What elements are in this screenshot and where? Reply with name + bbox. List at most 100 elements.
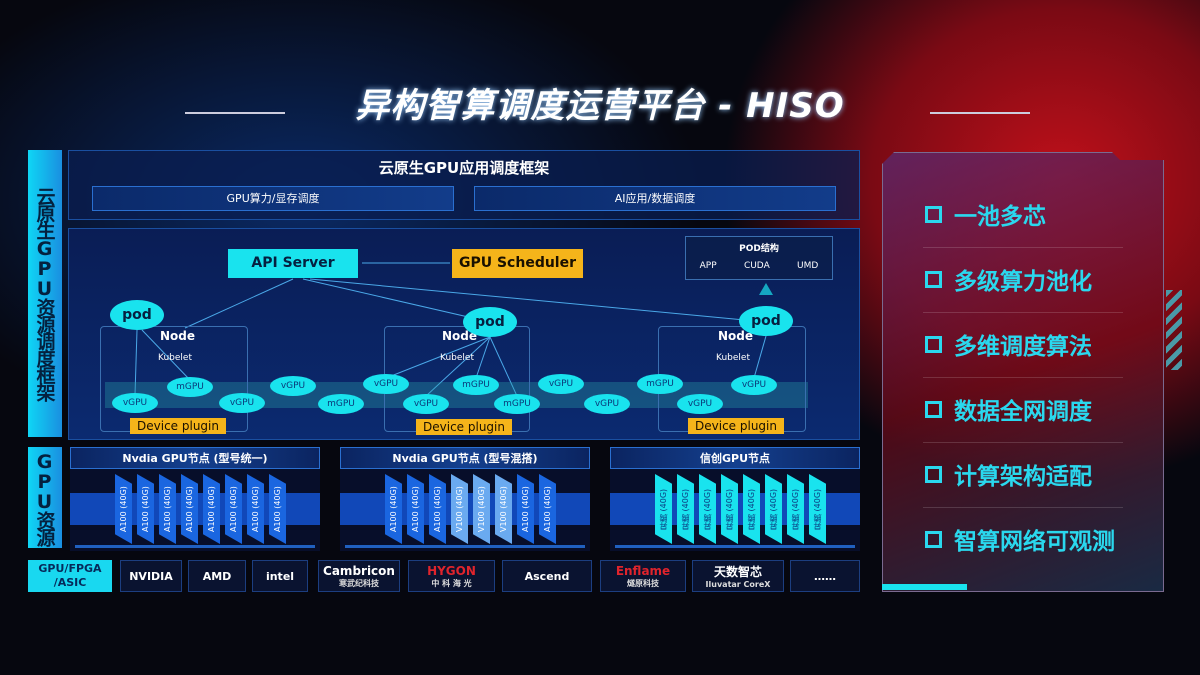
gpu-chip: A100 (40G): [247, 474, 264, 544]
vendor-label: GPU/FPGA /ASIC: [28, 560, 112, 592]
feature-divider: [923, 247, 1123, 248]
gpu-chip: 昇腾 (40G): [721, 474, 738, 544]
vendor-name: NVIDIA: [129, 569, 173, 583]
vendor-logo: intel: [252, 560, 308, 592]
checkbox-icon: [925, 205, 942, 223]
title-line-left: [185, 112, 285, 114]
gpu-chip: A100 (40G): [385, 474, 402, 544]
vendor-logo: 天数智芯 Iluvatar CoreX: [692, 560, 784, 592]
gpu-chip: 昇腾 (40G): [765, 474, 782, 544]
gpu-chip: 昇腾 (40G): [787, 474, 804, 544]
feature-label: 一池多芯: [954, 204, 1046, 230]
feature-label: 数据全网调度: [954, 399, 1092, 425]
vendor-name: Enflame: [615, 563, 671, 578]
feature-item: 智算网络可观测: [925, 522, 1115, 556]
gpu-node-title: 信创GPU节点: [610, 447, 860, 469]
feature-label: 智算网络可观测: [954, 529, 1115, 555]
device-plugin-3: Device plugin: [688, 418, 784, 434]
vgpu-unit: vGPU: [731, 375, 777, 395]
gpu-scheduler: GPU Scheduler: [452, 249, 583, 278]
feature-label: 计算架构适配: [954, 464, 1092, 490]
vgpu-unit: vGPU: [677, 394, 723, 414]
framework-side-label: 云原生GPU资源调度框架: [28, 150, 62, 437]
gpu-chip: 昇腾 (40G): [809, 474, 826, 544]
gpu-chip: 昇腾 (40G): [699, 474, 716, 544]
vendor-logo: AMD: [188, 560, 246, 592]
vgpu-unit: vGPU: [219, 393, 265, 413]
vgpu-unit: vGPU: [403, 394, 449, 414]
feature-item: 一池多芯: [925, 197, 1046, 231]
feature-item: 数据全网调度: [925, 392, 1092, 426]
pod-structure: POD结构 APP CUDA UMD: [685, 236, 833, 280]
resources-side-label: GPU资源: [28, 447, 62, 548]
gpu-node-title: Nvdia GPU节点 (型号统一): [70, 447, 320, 469]
pod-3: pod: [739, 306, 793, 336]
gpu-node-base: [615, 545, 855, 548]
kubelet-1: Kubelet: [158, 353, 192, 363]
gpu-chip: A100 (40G): [269, 474, 286, 544]
checkbox-icon: [925, 465, 942, 483]
mgpu-unit: mGPU: [453, 375, 499, 395]
feature-divider: [923, 507, 1123, 508]
up-arrow-icon: [759, 283, 773, 295]
vendor-logo: Ascend: [502, 560, 592, 592]
vgpu-unit: vGPU: [112, 393, 158, 413]
gpu-chip: A100 (40G): [159, 474, 176, 544]
gpu-node-base: [345, 545, 585, 548]
vendor-logo: ……: [790, 560, 860, 592]
gpu-chip: A100 (40G): [203, 474, 220, 544]
vgpu-unit: vGPU: [270, 376, 316, 396]
node-3-label: Node: [718, 329, 754, 343]
vendor-name: 天数智芯: [713, 565, 762, 579]
gpu-chip: 昇腾 (40G): [655, 474, 672, 544]
gpu-node-title: Nvdia GPU节点 (型号混搭): [340, 447, 590, 469]
mgpu-unit: mGPU: [318, 394, 364, 414]
title-line-right: [930, 112, 1030, 114]
framework-top-panel: 云原生GPU应用调度框架 GPU算力/显存调度 AI应用/数据调度: [68, 150, 860, 220]
kubelet-3: Kubelet: [716, 353, 750, 363]
gpu-chip: A100 (40G): [225, 474, 242, 544]
gpu-chip: A100 (40G): [539, 474, 556, 544]
checkbox-icon: [925, 335, 942, 353]
pod-1: pod: [110, 300, 164, 330]
gpu-chip: V100 (40G): [451, 474, 468, 544]
feature-item: 多级算力池化: [925, 262, 1092, 296]
gpu-node-base: [75, 545, 315, 548]
features-panel: 一池多芯多级算力池化 多维调度算法 数据全网调度 计算架构适配 智算网络可观测: [882, 152, 1164, 592]
checkbox-icon: [925, 530, 942, 548]
api-node1-link: [184, 278, 294, 329]
vgpu-unit: vGPU: [584, 394, 630, 414]
vendor-logo: NVIDIA: [120, 560, 182, 592]
pod-app: APP: [699, 261, 717, 271]
feature-item: 计算架构适配: [925, 457, 1092, 491]
gpu-chip: V100 (40G): [495, 474, 512, 544]
ai-data-scheduling: AI应用/数据调度: [474, 186, 836, 211]
api-server: API Server: [228, 249, 358, 278]
feature-label: 多级算力池化: [954, 269, 1092, 295]
mgpu-unit: mGPU: [167, 377, 213, 397]
device-plugin-1: Device plugin: [130, 418, 226, 434]
device-plugin-2: Device plugin: [416, 419, 512, 435]
feature-divider: [923, 377, 1123, 378]
vgpu-unit: vGPU: [538, 374, 584, 394]
vendor-sub: 中 科 海 光: [431, 578, 472, 588]
gpu-chip: A100 (40G): [517, 474, 534, 544]
api-pod2-link: [302, 278, 491, 323]
vendor-sub: 寒武纪科技: [339, 578, 379, 588]
vendor-name: AMD: [202, 569, 232, 583]
gpu-chip: A100 (40G): [181, 474, 198, 544]
vendor-name: Ascend: [524, 569, 570, 583]
panel-accent-bottom: [882, 584, 967, 590]
feature-label: 多维调度算法: [954, 334, 1092, 360]
api-pod3-link: [309, 278, 767, 323]
vendor-name: HYGON: [427, 563, 476, 578]
gpu-chip: V100 (40G): [473, 474, 490, 544]
vendor-name: Cambricon: [323, 563, 395, 578]
gpu-compute-scheduling: GPU算力/显存调度: [92, 186, 454, 211]
vendor-name: intel: [265, 569, 295, 583]
mgpu-unit: mGPU: [494, 394, 540, 414]
gpu-chip: A100 (40G): [407, 474, 424, 544]
node-2-label: Node: [442, 329, 478, 343]
gpu-chip: A100 (40G): [429, 474, 446, 544]
